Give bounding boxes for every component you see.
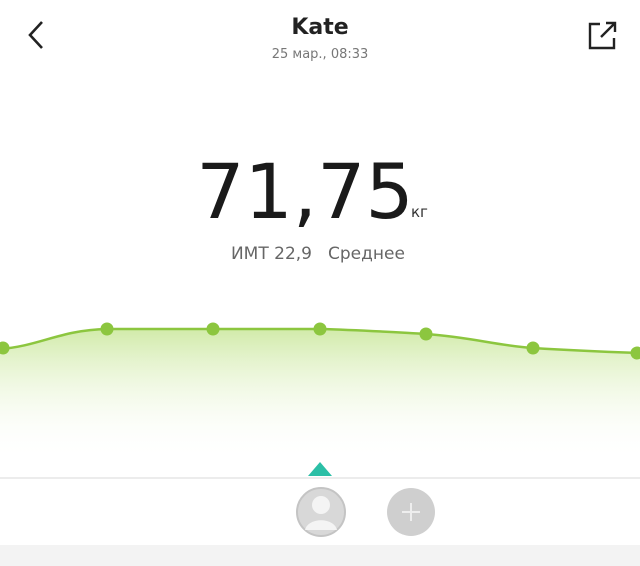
share-button[interactable] <box>588 21 617 50</box>
trend-area <box>0 329 640 460</box>
bmi-status: Среднее <box>328 244 405 264</box>
weight-unit: кг <box>411 203 428 221</box>
back-button[interactable] <box>28 21 43 49</box>
bmi-label: ИМТ 22,9 <box>231 244 312 264</box>
subtitle: 25 мар., 08:33 <box>272 47 369 62</box>
trend-points <box>0 322 640 360</box>
title: Kate <box>291 15 348 40</box>
add-user-button[interactable] <box>387 488 435 536</box>
weight-value: 71,75 <box>196 147 414 236</box>
selector-arrow <box>308 462 332 476</box>
bottom-band <box>0 545 640 566</box>
user-avatar[interactable] <box>296 487 346 537</box>
